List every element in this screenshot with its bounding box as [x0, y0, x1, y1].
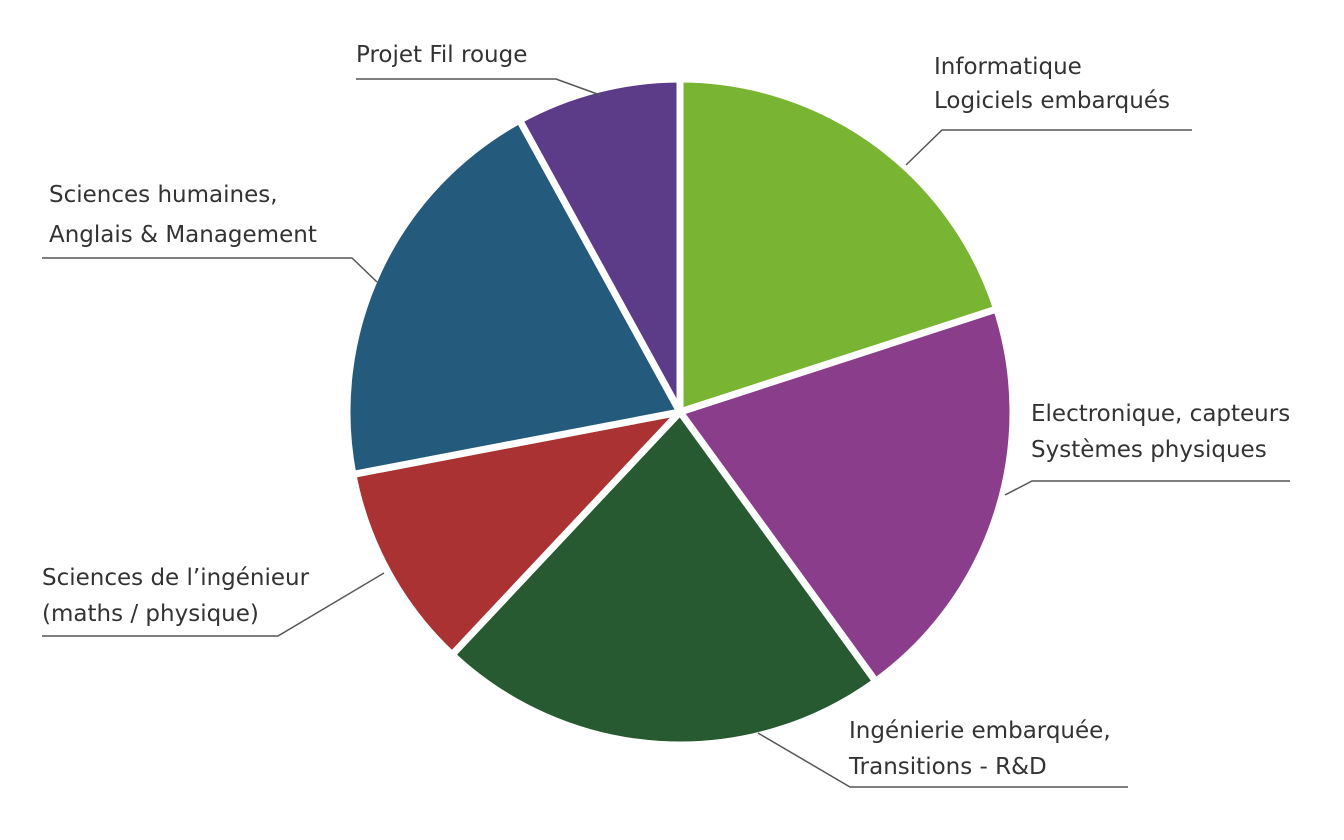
leader-line-electronique: [1004, 480, 1290, 496]
pie-slices: [343, 75, 1017, 749]
slice-label-informatique: Informatique Logiciels embarqués: [934, 54, 1170, 114]
pie-slice-sciences-humaines: [343, 116, 684, 478]
pie-slice-projet-fil-rouge: [516, 75, 684, 416]
pie-slice-ingenierie: [448, 408, 880, 749]
slice-label-projet-fil-rouge: Projet Fil rouge: [356, 42, 527, 68]
pie-slice-sciences-ingenieur: [349, 408, 684, 659]
slice-label-sciences-humaines: Sciences humaines, Anglais & Management: [49, 182, 317, 248]
slice-label-line: Logiciels embarqués: [934, 88, 1170, 114]
slice-label-line: Ingénierie embarquée,: [849, 718, 1111, 744]
slice-label-line: Informatique: [934, 54, 1082, 80]
slice-label-line: Projet Fil rouge: [356, 42, 527, 68]
slice-label-line: Electronique, capteurs: [1031, 401, 1290, 427]
leader-line-sciences-ingenieur: [42, 572, 385, 637]
slice-label-line: Sciences humaines,: [49, 182, 278, 208]
slice-labels: Informatique Logiciels embarqués Electroni…: [42, 42, 1290, 780]
slice-label-ingenierie: Ingénierie embarquée, Transitions - R&D: [848, 718, 1111, 780]
slice-label-line: Anglais & Management: [49, 222, 317, 248]
leader-lines: [42, 78, 1290, 788]
leader-line-projet-fil-rouge: [356, 78, 601, 96]
leader-line-informatique: [905, 129, 1192, 166]
slice-label-line: Systèmes physiques: [1031, 437, 1267, 463]
slice-label-line: Transitions - R&D: [848, 754, 1047, 780]
slice-label-line: Sciences de l’ingénieur: [42, 565, 310, 591]
pie-slice-informatique: [676, 75, 1001, 416]
leader-line-ingenierie: [757, 732, 1128, 788]
slice-label-electronique: Electronique, capteurs Systèmes physiques: [1031, 401, 1290, 463]
slice-label-sciences-ingenieur: Sciences de l’ingénieur (maths / physique…: [42, 565, 310, 627]
slice-label-line: (maths / physique): [42, 601, 259, 627]
leader-line-sciences-humaines: [42, 257, 378, 283]
pie-slice-electronique: [676, 305, 1017, 685]
